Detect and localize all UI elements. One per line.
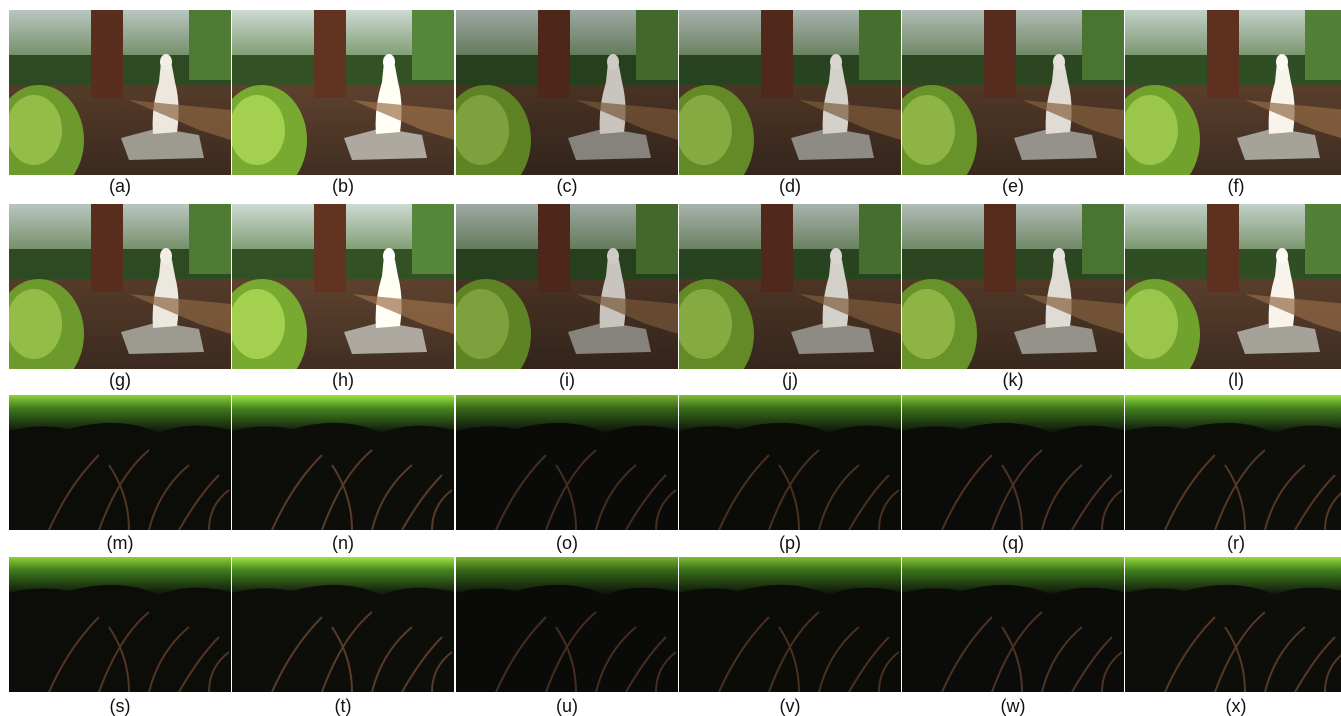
- panel-image: [456, 395, 678, 530]
- panel-image: [232, 557, 454, 692]
- panel-image: [1125, 395, 1341, 530]
- panel-label: (x): [1226, 696, 1247, 716]
- panel-image: [0, 10, 231, 195]
- panel-image: [664, 10, 901, 195]
- panel-image: [441, 10, 678, 195]
- panel-label: (n): [332, 533, 354, 553]
- panel-label: (b): [332, 176, 354, 196]
- panel-image: [887, 204, 1124, 389]
- panel-label: (l): [1228, 370, 1244, 390]
- panel-label: (w): [1001, 696, 1026, 716]
- panel-image: [887, 10, 1124, 195]
- panel-label: (u): [556, 696, 578, 716]
- panel-label: (r): [1227, 533, 1245, 553]
- panel-label: (s): [110, 696, 131, 716]
- panel-image: [902, 395, 1124, 530]
- panel-image: [664, 204, 901, 389]
- panel-label: (m): [107, 533, 134, 553]
- panel-image: [1125, 557, 1341, 692]
- panel-image: [9, 557, 231, 692]
- panel-image: [441, 204, 678, 389]
- panel-label: (v): [780, 696, 801, 716]
- panel-label: (g): [109, 370, 131, 390]
- panel-label: (d): [779, 176, 801, 196]
- panel-image: [902, 557, 1124, 692]
- panel-image: [232, 395, 454, 530]
- panel-label: (q): [1002, 533, 1024, 553]
- figure: (a) (b) (c) (d) (e) (f) (g) (h) (i) (j) (k) (l) (m) (…: [0, 0, 1341, 716]
- panel-label: (j): [782, 370, 798, 390]
- panel-image: [1110, 204, 1341, 389]
- panel-image: [217, 204, 454, 389]
- panel-label: (h): [332, 370, 354, 390]
- panel-image: [456, 557, 678, 692]
- panel-label: (a): [109, 176, 131, 196]
- panel-label: (c): [557, 176, 578, 196]
- panel-label: (t): [335, 696, 352, 716]
- panel-image: [679, 395, 901, 530]
- panel-label: (k): [1003, 370, 1024, 390]
- panel-image: [0, 204, 231, 389]
- panel-label: (e): [1002, 176, 1024, 196]
- panel-image: [9, 395, 231, 530]
- panel-image: [217, 10, 454, 195]
- panel-image: [1110, 10, 1341, 195]
- panel-label: (o): [556, 533, 578, 553]
- panel-image: [679, 557, 901, 692]
- panel-label: (i): [559, 370, 575, 390]
- panel-label: (f): [1228, 176, 1245, 196]
- panel-label: (p): [779, 533, 801, 553]
